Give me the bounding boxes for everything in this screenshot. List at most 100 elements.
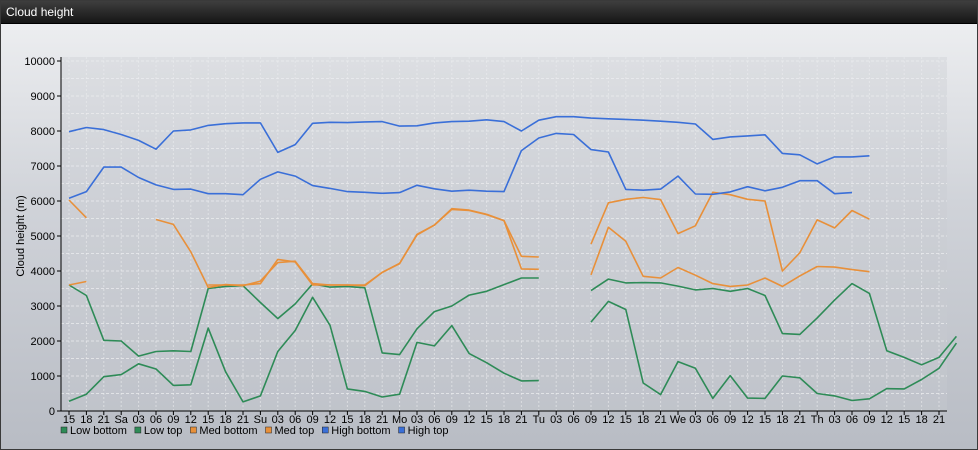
legend-label: High bottom: [331, 425, 390, 437]
x-tick-label: 18: [498, 414, 510, 426]
x-tick-label: 21: [654, 414, 666, 426]
legend-label: Med top: [275, 425, 315, 437]
x-tick-label: 06: [289, 414, 301, 426]
y-tick-label: 9000: [31, 91, 55, 103]
x-tick-label: 09: [446, 414, 458, 426]
legend-swatch: [322, 426, 329, 434]
legend-label: Med bottom: [199, 425, 257, 437]
legend-label: Low bottom: [70, 425, 127, 437]
series-line-low-top: [68, 277, 539, 357]
series-line-med-top: [155, 207, 539, 289]
legend-swatch: [134, 426, 142, 434]
y-tick-label: 4000: [31, 266, 55, 278]
legend-swatch: [190, 426, 197, 434]
series-line-high-top: [68, 115, 870, 165]
x-tick-label: We: [670, 414, 686, 426]
x-tick-label: Th: [811, 414, 824, 426]
legend-item-med-top: Med top: [265, 425, 315, 437]
y-tick-label: 5000: [31, 231, 55, 243]
legend-item-low-bottom: Low bottom: [60, 425, 127, 437]
x-tick-label: 12: [463, 414, 475, 426]
legend: Low bottom Low top Med bottom Med top High b…: [60, 425, 449, 437]
x-tick-label: 12: [324, 414, 336, 426]
x-tick-label: 03: [272, 414, 284, 426]
x-tick-label: 09: [167, 414, 179, 426]
x-tick-label: 09: [724, 414, 736, 426]
series-line-med-top: [590, 191, 870, 272]
x-tick-label: 18: [776, 414, 788, 426]
plot-frame: [60, 57, 947, 412]
legend-label: High top: [408, 425, 449, 437]
legend-item-low-top: Low top: [134, 425, 183, 437]
series-line-low-top: [590, 278, 958, 366]
legend-item-high-top: High top: [398, 425, 449, 437]
x-tick-label: 18: [359, 414, 371, 426]
x-tick-label: 06: [428, 414, 440, 426]
legend-item-med-bottom: Med bottom: [190, 425, 258, 437]
x-tick-label: 18: [80, 414, 92, 426]
x-tick-label: 18: [637, 414, 649, 426]
series-line-med-bottom: [590, 226, 870, 288]
x-tick-label: 21: [98, 414, 110, 426]
x-tick-label: 06: [846, 414, 858, 426]
series-line-med-bottom: [68, 280, 87, 286]
x-tick-label: 12: [602, 414, 614, 426]
series-line-high-bottom: [68, 132, 853, 199]
x-tick-label: 03: [689, 414, 701, 426]
x-tick-label: 18: [915, 414, 927, 426]
x-tick-label: Mo: [392, 414, 407, 426]
y-tick-label: 7000: [31, 161, 55, 173]
y-tick-label: 6000: [31, 196, 55, 208]
x-tick-label: 06: [707, 414, 719, 426]
x-tick-label: Sa: [114, 414, 128, 426]
x-axis-ticks: 15 18 21 Sa 03 06 09 12 15 18 21 Su 03 06 09 12 15 18 21 Mo…: [63, 411, 945, 426]
grid: [61, 57, 947, 412]
x-tick-label: 03: [411, 414, 423, 426]
y-tick-label: 8000: [31, 126, 55, 138]
y-tick-label: 3000: [31, 301, 55, 313]
x-tick-label: Tu: [533, 414, 545, 426]
legend-swatch: [398, 426, 405, 434]
x-tick-label: 15: [898, 414, 910, 426]
x-tick-label: 12: [881, 414, 893, 426]
x-tick-label: 15: [63, 414, 75, 426]
legend-item-high-bottom: High bottom: [322, 425, 391, 437]
series-line-low-bottom: [590, 300, 958, 402]
x-tick-label: 15: [202, 414, 214, 426]
window-title: Cloud height: [6, 5, 74, 19]
x-tick-label: 03: [550, 414, 562, 426]
x-tick-label: 21: [515, 414, 527, 426]
x-tick-label: 15: [480, 414, 492, 426]
x-tick-label: 21: [933, 414, 945, 426]
x-tick-label: 06: [150, 414, 162, 426]
x-tick-label: 09: [585, 414, 597, 426]
x-tick-label: 21: [237, 414, 249, 426]
x-tick-label: 18: [219, 414, 231, 426]
y-axis-ticks: 0 1000 2000 3000 4000 5000 6000 7000 8000 9000 100…: [24, 56, 61, 418]
y-tick-label: 0: [49, 406, 55, 418]
series-lines: [68, 115, 958, 403]
x-tick-label: 09: [863, 414, 875, 426]
y-tick-label: 1000: [31, 371, 55, 383]
x-tick-label: 15: [759, 414, 771, 426]
x-tick-label: 21: [376, 414, 388, 426]
x-tick-label: 06: [567, 414, 579, 426]
x-tick-label: 12: [741, 414, 753, 426]
x-tick-label: 03: [828, 414, 840, 426]
cloud-height-chart: 0 1000 2000 3000 4000 5000 6000 7000 8000 9000 100…: [15, 56, 958, 437]
series-line-med-top: [68, 199, 87, 219]
x-tick-label: 12: [185, 414, 197, 426]
plot-area: [61, 57, 947, 411]
y-tick-label: 10000: [24, 56, 55, 68]
x-tick-label: 09: [306, 414, 318, 426]
legend-label: Low top: [144, 425, 183, 437]
window-titlebar: Cloud height: [1, 1, 977, 24]
legend-swatch: [60, 426, 68, 434]
x-tick-label: 21: [794, 414, 806, 426]
x-tick-label: 15: [620, 414, 632, 426]
legend-swatch: [265, 426, 272, 434]
x-tick-label: 15: [341, 414, 353, 426]
y-tick-label: 2000: [31, 336, 55, 348]
x-tick-label: 03: [132, 414, 144, 426]
